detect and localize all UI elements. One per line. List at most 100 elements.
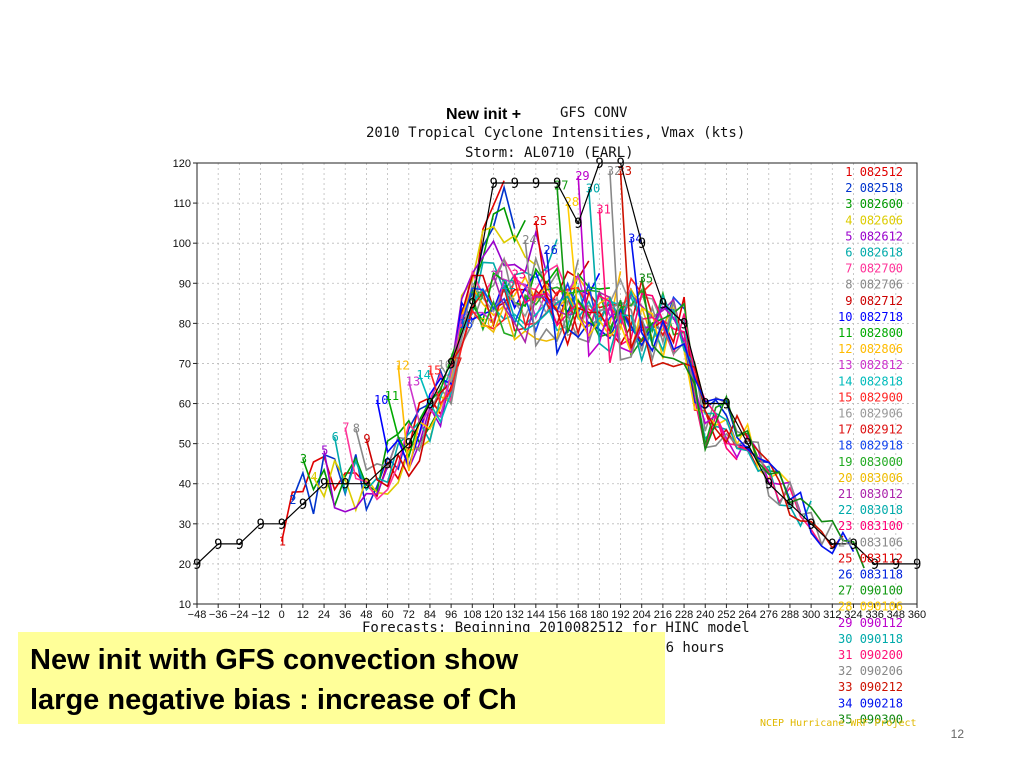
legend-entry-20: 20 083006 [838, 471, 903, 485]
series-start-label-31: 31 [596, 203, 610, 217]
series-start-label-23: 23 [512, 268, 526, 282]
series-start-label-3: 3 [300, 452, 307, 466]
legend-entry-21: 21 083012 [838, 487, 903, 501]
legend-date: 090212 [860, 680, 903, 694]
legend-number: 32 [838, 664, 860, 678]
series-start-label-12: 12 [395, 358, 409, 372]
best-track-marker: 9 [426, 397, 434, 413]
legend-entry-31: 31 090200 [838, 648, 903, 662]
x-tick-label: 0 [279, 609, 285, 621]
legend-date: 082900 [860, 390, 903, 404]
series-start-label-27: 27 [554, 179, 568, 193]
legend-entry-16: 16 082906 [838, 407, 903, 421]
series-start-label-1: 1 [279, 535, 286, 549]
y-tick-label: 120 [173, 158, 191, 170]
series-line-4 [312, 225, 537, 513]
series-start-label-25: 25 [533, 214, 547, 228]
legend-entry-18: 18 082918 [838, 439, 903, 453]
best-track-marker: 9 [447, 356, 455, 372]
x-axis-ticks: −48 −36 −24 −12 0 12 24 36 48 60 72 84 96 108 120 132 14… [188, 604, 926, 621]
legend-date: 082806 [860, 342, 903, 356]
best-track-marker: 9 [341, 477, 349, 493]
legend-number: 6 [838, 246, 860, 260]
x-tick-label: 156 [548, 609, 566, 621]
legend-number: 12 [838, 342, 860, 356]
best-track-marker: 9 [405, 437, 413, 453]
best-track-marker: 9 [532, 176, 540, 192]
series-line-8 [355, 255, 579, 472]
legend-entry-9: 9 082712 [838, 294, 903, 308]
legend-entry-22: 22 083018 [838, 503, 903, 517]
callout-line-2: large negative bias : increase of Ch [30, 684, 517, 716]
legend-entry-14: 14 082818 [838, 374, 903, 388]
legend-number: 16 [838, 407, 860, 421]
series-start-label-24: 24 [522, 233, 536, 247]
legend-entry-25: 25 083112 [838, 551, 903, 565]
legend-date: 082612 [860, 229, 903, 243]
legend-entry-4: 4 082606 [838, 213, 903, 227]
x-tick-label: 360 [908, 609, 926, 621]
series-start-label-7: 7 [342, 421, 349, 435]
series-start-label-18: 18 [459, 317, 473, 331]
title-prefix: New init + [446, 106, 521, 123]
legend-entry-33: 33 090212 [838, 680, 903, 694]
best-track-marker: 9 [786, 497, 794, 513]
best-track-marker: 9 [320, 477, 328, 493]
legend-date: 082618 [860, 246, 903, 260]
legend-date: 090200 [860, 648, 903, 662]
series-start-label-35: 35 [639, 271, 653, 285]
x-tick-label: 288 [781, 609, 799, 621]
legend-entry-27: 27 090100 [838, 584, 903, 598]
legend-entry-5: 5 082612 [838, 229, 903, 243]
best-track-marker: 9 [849, 537, 857, 553]
chart-grid [196, 162, 918, 605]
series-start-label-28: 28 [565, 195, 579, 209]
best-track-marker: 9 [257, 517, 265, 533]
legend-date: 090206 [860, 664, 903, 678]
credit-text: NCEP Hurricane WRF Project [760, 718, 917, 729]
x-tick-label: 48 [360, 609, 372, 621]
y-tick-label: 40 [179, 479, 191, 491]
legend-number: 14 [838, 374, 860, 388]
series-start-label-20: 20 [480, 316, 494, 330]
legend-number: 30 [838, 632, 860, 646]
series-line-33 [619, 170, 844, 550]
legend-number: 17 [838, 423, 860, 437]
series-line-19 [471, 286, 696, 400]
legend-date: 082818 [860, 374, 903, 388]
series-start-label-30: 30 [586, 182, 600, 196]
best-track-marker: 9 [553, 176, 561, 192]
best-track-marker: 9 [362, 477, 370, 493]
y-tick-label: 50 [179, 439, 191, 451]
legend-number: 2 [838, 181, 860, 195]
best-track-marker: 9 [468, 296, 476, 312]
legend-number: 25 [838, 551, 860, 565]
legend-number: 29 [838, 616, 860, 630]
legend-date: 082700 [860, 262, 903, 276]
x-tick-label: 192 [611, 609, 629, 621]
y-axis-ticks: 10 20 30 40 50 60 70 80 90 100 110 120 [173, 158, 197, 611]
series-line-11 [386, 266, 610, 459]
legend-date: 090218 [860, 696, 903, 710]
x-tick-label: 84 [424, 609, 436, 621]
series-start-label-26: 26 [543, 243, 557, 257]
best-track-marker: 9 [807, 517, 815, 533]
legend-entry-13: 13 082812 [838, 358, 903, 372]
best-track-marker: 9 [744, 437, 752, 453]
series-start-label-21: 21 [491, 268, 505, 282]
series-line-34 [630, 238, 855, 555]
x-tick-label: 96 [445, 609, 457, 621]
series-start-label-8: 8 [353, 422, 360, 436]
legend-date: 082518 [860, 181, 903, 195]
x-tick-label: 348 [887, 609, 905, 621]
legend-date: 082906 [860, 407, 903, 421]
x-tick-label: 300 [802, 609, 820, 621]
x-tick-label: 132 [505, 609, 523, 621]
legend-entry-11: 11 082800 [838, 326, 903, 340]
legend-number: 23 [838, 519, 860, 533]
best-track-marker: 9 [214, 537, 222, 553]
legend-date: 090118 [860, 632, 903, 646]
best-track-line [196, 162, 917, 565]
